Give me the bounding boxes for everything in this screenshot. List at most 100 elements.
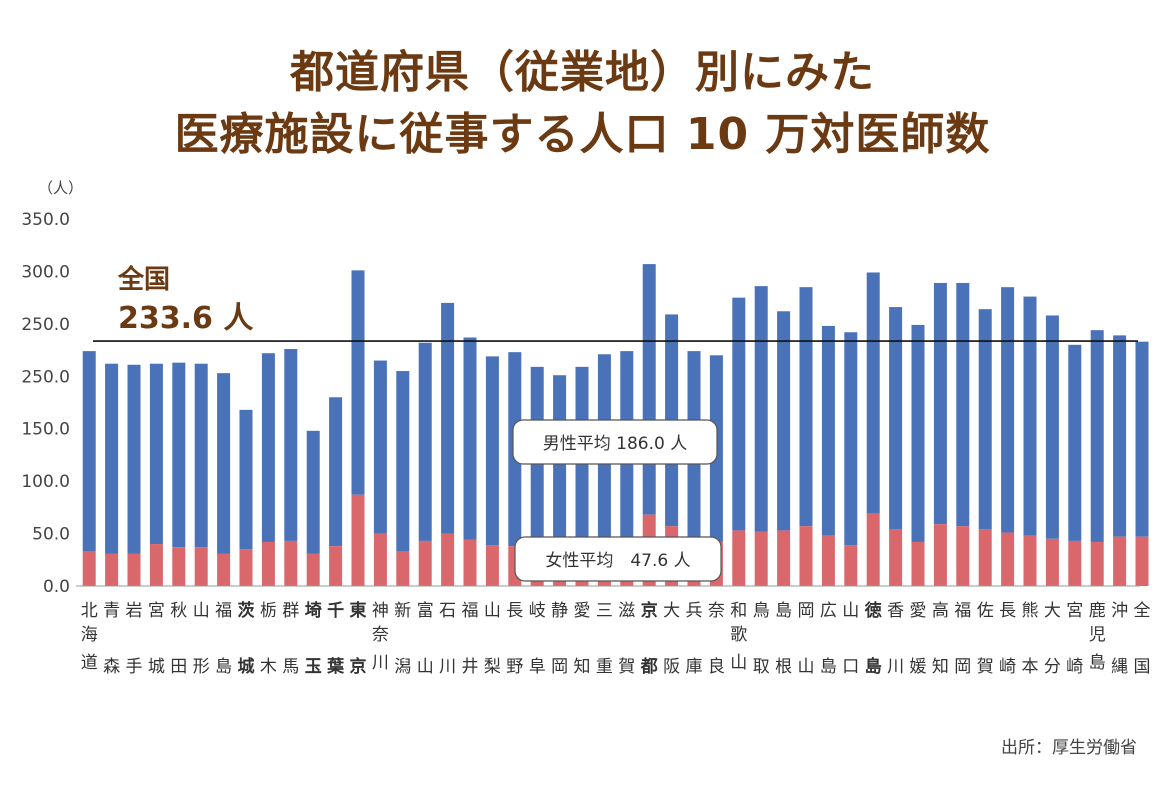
x-tick-label: 富 <box>417 601 434 621</box>
national-value: 233.6 人 <box>118 301 253 336</box>
x-tick-label: 岡 <box>551 657 568 677</box>
x-tick-label: 岡 <box>798 601 815 621</box>
y-tick-label: 150.0 <box>21 420 70 440</box>
x-tick-label: 縄 <box>1111 657 1128 677</box>
bar-male <box>889 307 903 530</box>
bar-male <box>463 337 477 540</box>
x-tick-label: 愛 <box>574 601 591 621</box>
bar-male <box>1113 335 1127 537</box>
x-tick-label: 国 <box>1134 657 1151 677</box>
bar-male <box>844 332 858 546</box>
x-tick-label: 高 <box>932 601 949 621</box>
y-tick-label: 250.0 <box>21 367 70 387</box>
bar-male <box>373 360 387 534</box>
x-tick-label: 根 <box>775 657 792 677</box>
bar-male <box>1135 341 1149 537</box>
x-tick-label: 山 <box>193 601 210 621</box>
bar-male <box>933 282 947 525</box>
national-label: 全国 <box>117 264 170 295</box>
bar-female <box>844 545 858 586</box>
y-tick-label: 0.0 <box>43 577 70 597</box>
x-tick-label: 京 <box>641 600 658 621</box>
bar-female <box>396 551 410 586</box>
bar-female <box>105 553 119 586</box>
bar-female <box>418 540 432 586</box>
x-tick-label: 阜 <box>529 657 546 677</box>
x-tick-label: 兵 <box>686 601 703 621</box>
x-tick-label: 三 <box>596 601 613 621</box>
x-tick-label: 島 <box>865 656 882 677</box>
y-tick-label: 300.0 <box>21 262 70 282</box>
bar-female <box>933 524 947 586</box>
x-tick-label: 岩 <box>126 601 143 621</box>
bar-female <box>284 540 298 586</box>
bar-female <box>1113 536 1127 586</box>
x-tick-label: 島 <box>215 657 232 677</box>
x-tick-label: 岡 <box>954 657 971 677</box>
bar-male <box>284 349 298 541</box>
bar-female <box>1045 538 1059 586</box>
x-tick-label: 山 <box>842 601 859 621</box>
x-tick-label: 取 <box>753 657 770 677</box>
x-tick-label: 形 <box>193 657 210 677</box>
x-tick-label: 北 <box>81 601 98 621</box>
x-tick-label: 長 <box>506 601 523 621</box>
x-tick-label: 滋 <box>618 601 635 621</box>
bar-male <box>866 272 880 514</box>
bar-female <box>1090 541 1104 586</box>
x-tick-label: 大 <box>663 601 680 621</box>
bar-male <box>105 363 119 554</box>
bar-male <box>217 373 231 554</box>
bar-female <box>217 553 231 586</box>
x-tick-label: 山 <box>484 601 501 621</box>
x-tick-label: 秋 <box>170 601 187 621</box>
bar-male <box>149 363 163 545</box>
x-tick-label: 知 <box>932 657 949 677</box>
x-tick-label: 徳 <box>864 600 882 621</box>
bar-female <box>82 551 96 586</box>
x-tick-label: 和 <box>730 601 747 621</box>
bar-male <box>799 287 813 527</box>
x-tick-label: 城 <box>238 657 255 677</box>
bar-male <box>329 397 343 547</box>
x-tick-label: 京 <box>350 656 367 677</box>
bar-male <box>821 325 835 536</box>
x-tick-label: 佐 <box>977 601 994 621</box>
bar-male <box>239 409 253 550</box>
x-tick-label: 川 <box>372 653 389 673</box>
x-tick-label: 葉 <box>326 656 345 677</box>
bar-male <box>127 364 141 554</box>
x-tick-label: 全 <box>1134 601 1151 621</box>
bar-male <box>911 324 925 542</box>
x-tick-label: 崎 <box>1066 657 1083 677</box>
bar-female <box>978 529 992 586</box>
annotation-box <box>512 419 718 465</box>
bar-male <box>306 430 320 554</box>
x-tick-label: 玉 <box>305 657 322 677</box>
x-tick-label: 奈 <box>372 625 389 645</box>
x-tick-label: 知 <box>574 657 591 677</box>
x-tick-label: 千 <box>327 601 344 621</box>
x-tick-label: 埼 <box>305 600 322 621</box>
bar-male <box>82 351 96 552</box>
y-tick-label: 250.0 <box>21 315 70 335</box>
bar-male <box>1001 287 1015 533</box>
x-tick-label: 島 <box>820 657 837 677</box>
x-tick-label: 宮 <box>148 601 165 621</box>
bar-female <box>911 541 925 586</box>
x-tick-label: 川 <box>439 657 456 677</box>
bar-male <box>194 363 208 548</box>
bar-female <box>889 529 903 586</box>
annotation-box <box>514 536 722 582</box>
bar-male <box>396 371 410 552</box>
bar-female <box>1023 535 1037 586</box>
source-note: 出所：厚生労働省 <box>1001 738 1137 758</box>
bar-female <box>127 553 141 586</box>
x-tick-label: 愛 <box>910 601 927 621</box>
bar-female <box>463 539 477 586</box>
x-tick-label: 木 <box>260 657 277 677</box>
x-tick-label: 新 <box>394 601 411 621</box>
x-tick-label: 児 <box>1089 625 1106 645</box>
bar-male <box>732 297 746 531</box>
bar-female <box>1001 532 1015 586</box>
